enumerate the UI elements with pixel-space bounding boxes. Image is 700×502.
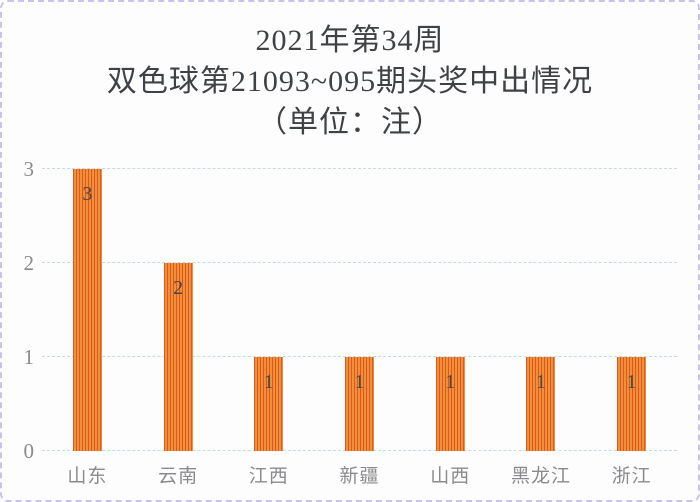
bar-value-label: 1 (626, 371, 637, 393)
bar-value-label: 1 (263, 371, 274, 393)
bar-cell: 2 云南 (133, 169, 224, 487)
bar-7: 1 (617, 357, 647, 451)
bar-chart-plot-area: 0 1 2 3 3 山东 2 云南 1 江西 1 新疆 1 山西 1 黑龙江 1 浙江 (24, 157, 677, 487)
category-label: 新疆 (339, 466, 380, 487)
y-axis-tick-label: 1 (23, 345, 35, 369)
y-axis-tick-label: 3 (23, 157, 35, 181)
chart-title: 2021年第34周 双色球第21093~095期头奖中出情况 （单位：注） (2, 20, 698, 143)
gridline-y3 (42, 168, 677, 169)
category-label: 江西 (248, 466, 289, 487)
bar-cell: 1 山西 (405, 169, 496, 487)
chart-title-line-1: 2021年第34周 (255, 24, 445, 57)
bar-6: 1 (526, 357, 556, 451)
bar-5: 1 (435, 357, 465, 451)
bar-cell: 1 浙江 (586, 169, 677, 487)
bar-value-label: 1 (445, 371, 456, 393)
gridline-y1 (42, 356, 677, 357)
bar-value-label: 1 (354, 371, 365, 393)
bar-value-label: 2 (173, 277, 184, 299)
bar-cell: 1 黑龙江 (496, 169, 587, 487)
gridline-y2 (42, 262, 677, 263)
bar-1: 3 (72, 169, 102, 451)
bar-cell: 3 山东 (42, 169, 133, 487)
bar-cell: 1 新疆 (314, 169, 405, 487)
chart-title-line-2: 双色球第21093~095期头奖中出情况 (106, 65, 594, 98)
category-label: 山东 (67, 466, 108, 487)
bar-4: 1 (345, 357, 375, 451)
y-axis-tick-label: 2 (23, 251, 35, 275)
bar-value-label: 3 (82, 183, 93, 205)
chart-title-line-3: （单位：注） (257, 106, 443, 139)
bar-cell: 1 江西 (223, 169, 314, 487)
bars-container: 3 山东 2 云南 1 江西 1 新疆 1 山西 1 黑龙江 1 浙江 (42, 169, 677, 487)
category-label: 浙江 (611, 466, 652, 487)
bar-2: 2 (163, 263, 193, 451)
bar-3: 1 (254, 357, 284, 451)
category-label: 山西 (430, 466, 471, 487)
category-label: 黑龙江 (510, 466, 571, 487)
bar-value-label: 1 (535, 371, 546, 393)
category-label: 云南 (158, 466, 199, 487)
y-axis-tick-label: 0 (23, 439, 35, 463)
